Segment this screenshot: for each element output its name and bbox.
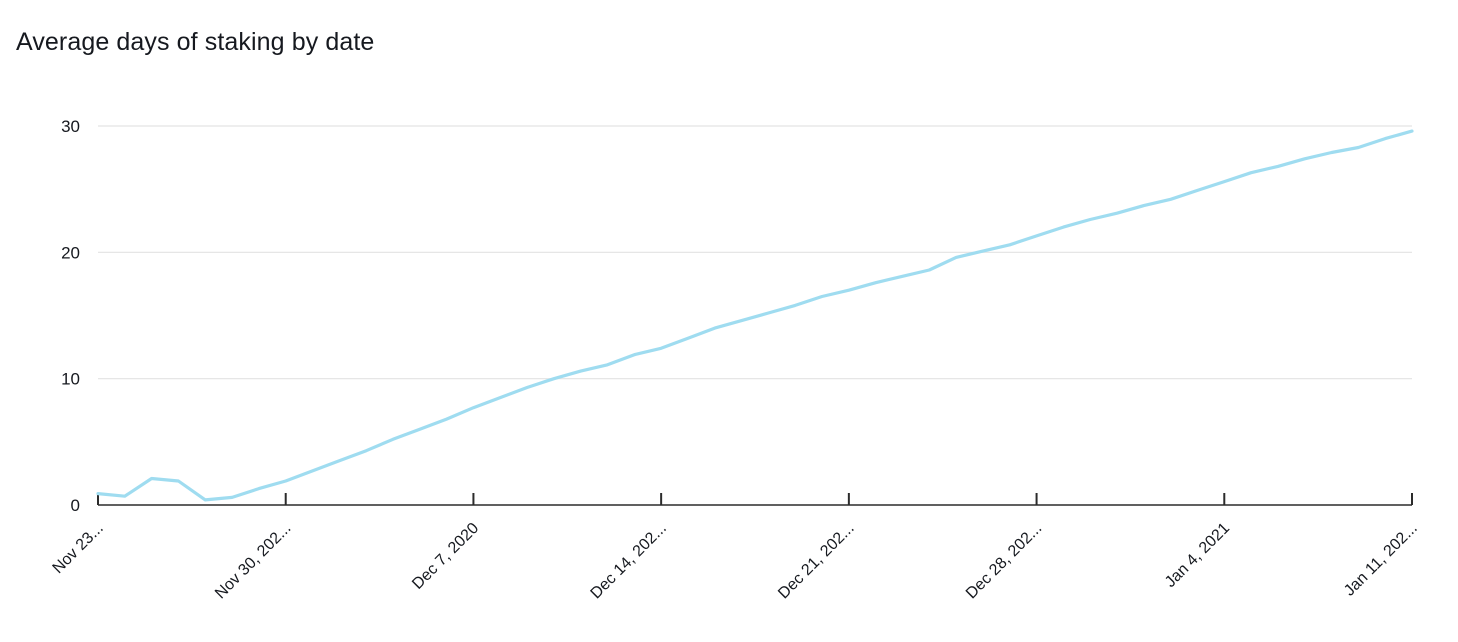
x-tick-label: Jan 4, 2021 [1162, 520, 1233, 591]
x-axis: Nov 23... Nov 30, 202... Dec 7, 2020 Dec 14… [50, 493, 1421, 602]
x-tick-label: Dec 21, 202... [775, 520, 857, 602]
y-tick-label: 30 [61, 117, 80, 136]
x-tick-label: Nov 30, 202... [212, 520, 294, 602]
y-tick-label: 0 [71, 496, 80, 515]
y-axis: 0 10 20 30 [61, 117, 80, 515]
x-tick-label: Jan 11, 202... [1341, 520, 1421, 600]
x-tick-label: Dec 14, 202... [588, 520, 670, 602]
gridlines [98, 125, 1412, 380]
series-line [96, 129, 1414, 502]
x-tick-label: Dec 28, 202... [963, 520, 1045, 602]
chart-title: Average days of staking by date [16, 28, 375, 56]
series-layer [96, 129, 1414, 502]
y-tick-label: 20 [61, 243, 80, 262]
y-tick-label: 10 [61, 370, 80, 389]
x-tick-label: Dec 7, 2020 [409, 520, 482, 593]
x-tick-label: Nov 23... [50, 520, 107, 577]
